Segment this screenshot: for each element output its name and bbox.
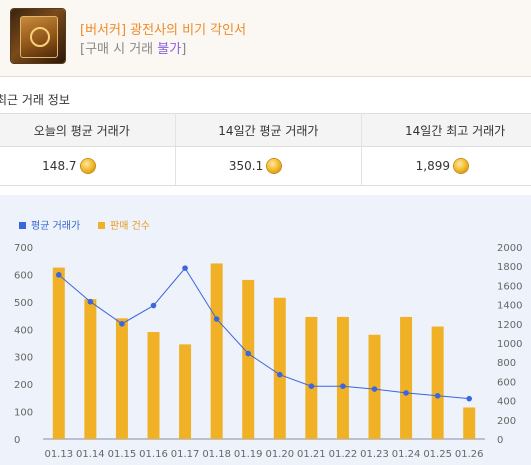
y-right-tick-label: 600: [497, 377, 516, 388]
y-left-tick-label: 300: [14, 353, 33, 364]
x-tick-label: 01.15: [108, 449, 137, 460]
y-right-tick-label: 200: [497, 416, 516, 427]
x-tick-label: 01.22: [329, 449, 358, 460]
bar-sales-count: [147, 332, 160, 439]
x-tick-label: 01.13: [44, 449, 73, 460]
point-avg-price: [119, 321, 125, 327]
y-right-tick-label: 1200: [497, 320, 522, 331]
y-right-tick-label: 1800: [497, 262, 522, 273]
item-header: [버서커] 광전사의 비기 각인서 [구매 시 거래 불가]: [0, 0, 531, 77]
x-tick-label: 01.19: [234, 449, 263, 460]
y-right-tick-label: 0: [497, 435, 503, 446]
x-tick-label: 01.16: [139, 449, 168, 460]
line-avg-price: [58, 267, 470, 400]
y-right-tick-label: 1400: [497, 301, 522, 312]
legend-sales-count[interactable]: 판매 건수: [98, 217, 150, 232]
bar-sales-count: [179, 344, 192, 439]
legend-swatch-avg-price: [19, 222, 26, 229]
point-avg-price: [308, 383, 315, 390]
y-right-tick-label: 1000: [497, 339, 522, 350]
y-left-tick-label: 500: [14, 298, 33, 309]
bar-sales-count: [463, 407, 476, 439]
y-left-tick-label: 0: [14, 435, 20, 446]
x-tick-label: 01.23: [360, 449, 389, 460]
gold-coin-icon: [80, 159, 95, 173]
x-tick-label: 01.14: [76, 449, 105, 460]
stat-header-14d-avg: 14일간 평균 거래가: [175, 113, 363, 147]
bar-sales-count: [52, 267, 65, 439]
bar-sales-count: [431, 326, 444, 439]
gold-coin-icon: [267, 159, 282, 173]
bar-sales-count: [400, 316, 413, 439]
point-avg-price: [371, 386, 378, 392]
y-left-tick-label: 700: [14, 243, 33, 254]
x-tick-label: 01.24: [392, 449, 421, 460]
bar-sales-count: [242, 279, 255, 439]
point-avg-price: [87, 298, 94, 305]
x-tick-label: 01.26: [455, 449, 484, 460]
point-avg-price: [213, 316, 220, 322]
point-avg-price: [340, 383, 346, 390]
bar-sales-count: [84, 299, 97, 439]
y-right-tick-label: 800: [497, 358, 516, 369]
stat-cell-today-avg: 148.7: [0, 146, 176, 186]
point-avg-price: [150, 302, 157, 309]
trade-status: 불가: [157, 42, 182, 57]
x-tick-label: 01.21: [297, 449, 326, 460]
bar-sales-count: [115, 318, 128, 439]
stat-value-14d-max: 1,899: [415, 159, 450, 173]
stat-header-today-avg: 오늘의 평균 거래가: [0, 113, 176, 147]
x-tick-label: 01.18: [202, 449, 231, 460]
stat-header-14d-max: 14일간 최고 거래가: [361, 113, 531, 147]
point-avg-price: [55, 272, 62, 278]
bar-sales-count: [305, 316, 318, 439]
item-name: [버서커] 광전사의 비기 각인서: [80, 23, 247, 38]
x-tick-label: 01.25: [423, 449, 452, 460]
point-avg-price: [466, 395, 473, 402]
engraving-book-icon: [11, 9, 65, 63]
gold-coin-icon: [454, 159, 468, 173]
legend-avg-price[interactable]: 평균 거래가: [19, 217, 80, 232]
x-tick-label: 01.17: [171, 449, 200, 460]
price-stats-table: 오늘의 평균 거래가 14일간 평균 거래가 14일간 최고 거래가 148.7…: [0, 113, 531, 186]
section-title: 최근 거래 정보: [0, 93, 70, 107]
item-trade-restriction: [구매 시 거래 불가]: [80, 42, 187, 57]
stat-value-14d-avg: 350.1: [228, 159, 264, 173]
bar-sales-count: [210, 263, 223, 439]
bar-sales-count: [336, 316, 349, 439]
point-avg-price: [276, 371, 283, 378]
y-right-tick-label: 2000: [497, 243, 522, 254]
point-avg-price: [245, 350, 252, 357]
point-avg-price: [403, 390, 409, 396]
stat-cell-14d-max: 1,899: [361, 146, 531, 186]
stat-cell-14d-avg: 350.1: [175, 146, 363, 186]
y-left-tick-label: 400: [14, 325, 33, 336]
y-left-tick-label: 100: [14, 408, 33, 419]
y-left-tick-label: 600: [14, 270, 33, 281]
y-right-tick-label: 1600: [497, 281, 522, 292]
legend-swatch-sales-count: [98, 222, 105, 229]
point-avg-price: [434, 393, 441, 399]
point-avg-price: [182, 265, 188, 271]
bar-sales-count: [273, 297, 286, 439]
stat-value-today-avg: 148.7: [42, 159, 77, 173]
x-tick-label: 01.20: [265, 449, 294, 460]
y-left-tick-label: 200: [14, 380, 33, 391]
y-right-tick-label: 400: [497, 397, 516, 408]
